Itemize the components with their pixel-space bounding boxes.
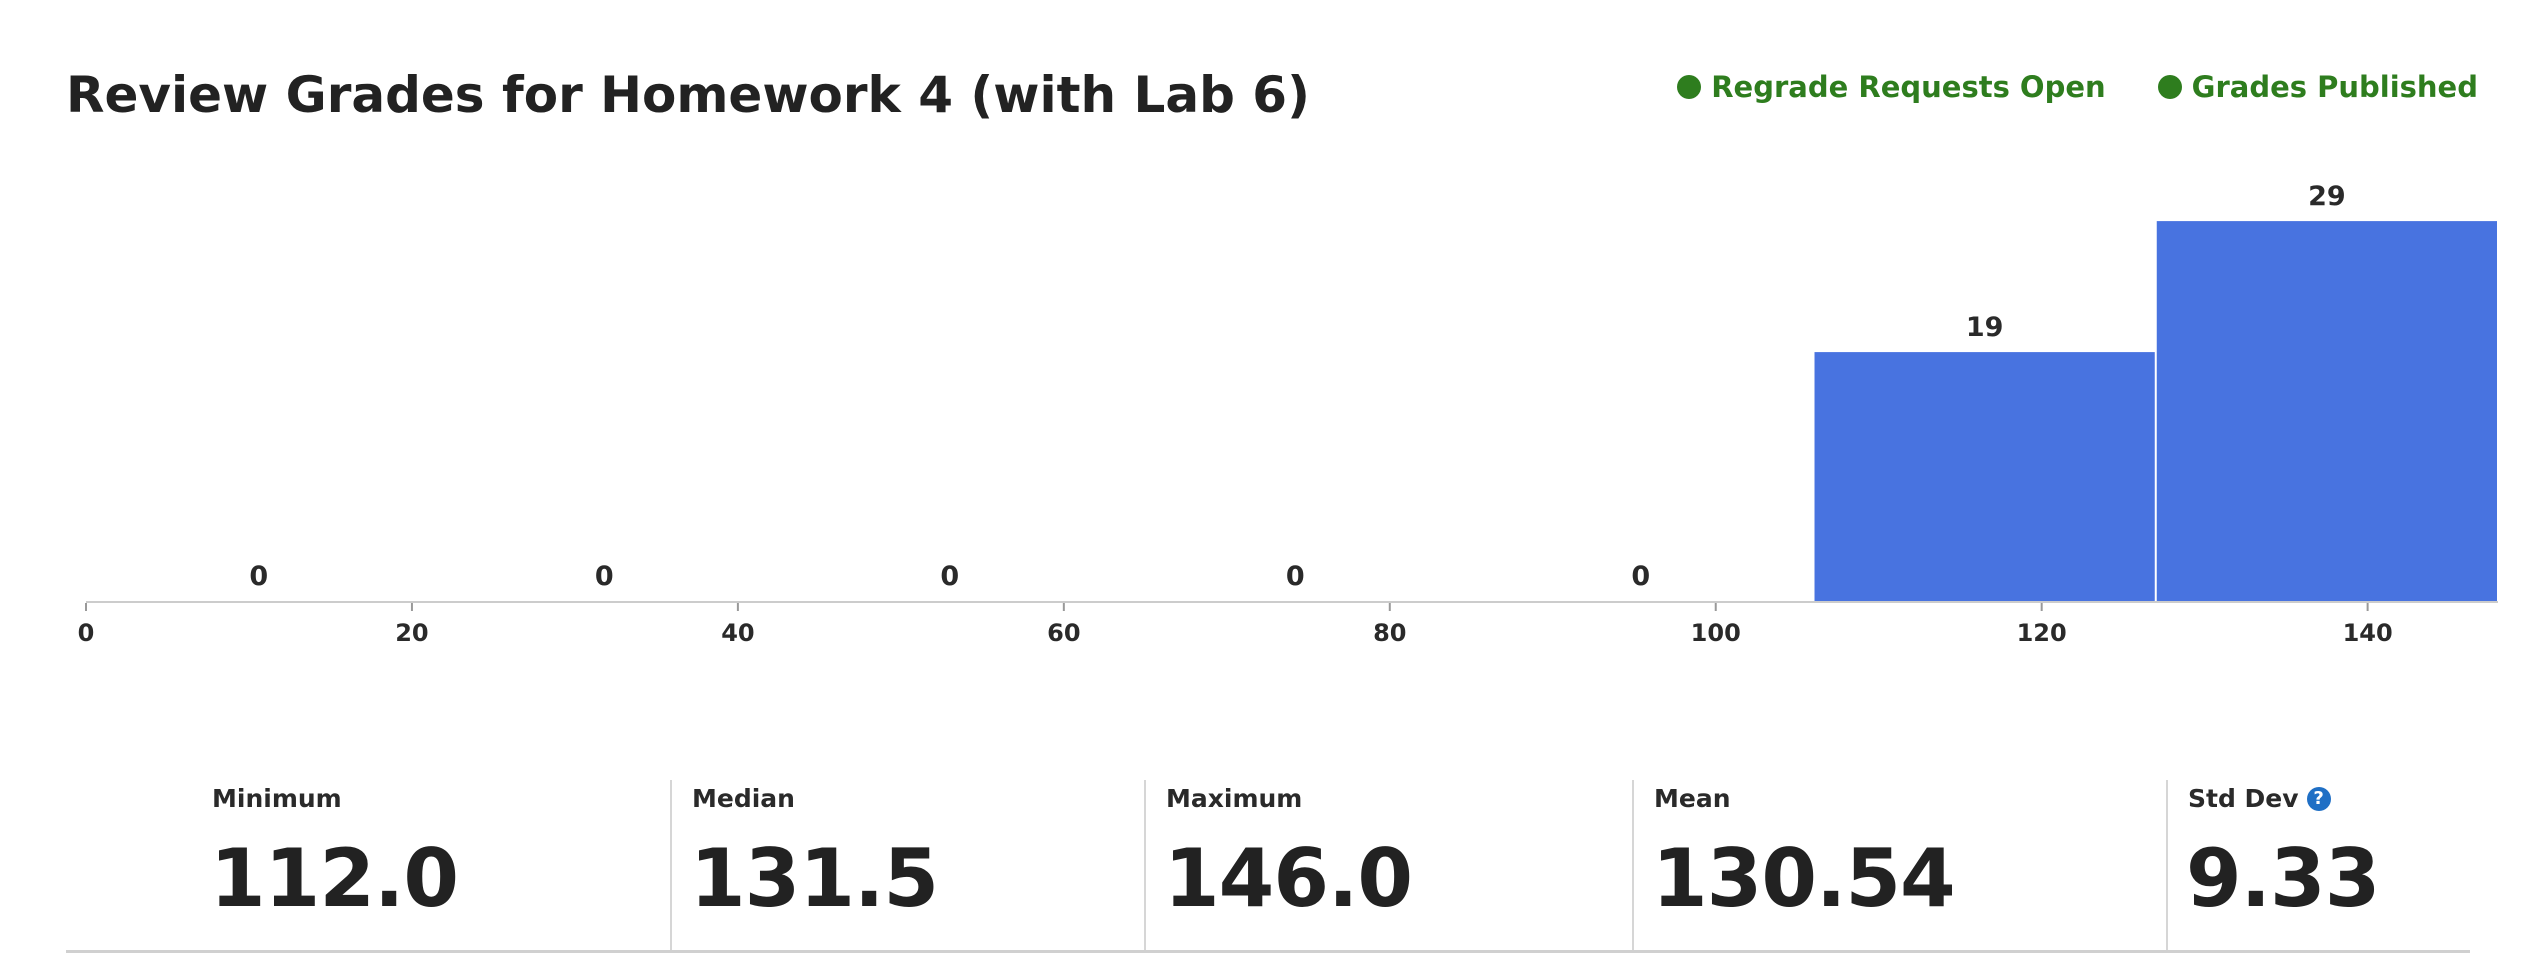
stat-std-dev: Std Dev ? 9.33 xyxy=(2166,780,2470,950)
stat-value: 146.0 xyxy=(1164,832,1413,925)
stat-mean: Mean 130.54 xyxy=(1632,780,2166,950)
x-tick-label: 0 xyxy=(78,619,95,647)
status-dot-icon xyxy=(2157,75,2182,99)
page-title: Review Grades for Homework 4 (with Lab 6… xyxy=(66,66,1310,124)
status-badge-regrade-requests: Regrade Requests Open xyxy=(1677,70,2106,104)
bar-count-label: 0 xyxy=(940,561,959,592)
status-group: Regrade Requests Open Grades Published xyxy=(1677,70,2478,104)
stat-label-text: Median xyxy=(692,784,795,813)
x-tick-label: 100 xyxy=(1691,619,1741,647)
stat-value: 9.33 xyxy=(2186,832,2380,925)
stat-value: 112.0 xyxy=(210,832,459,925)
bar-count-label: 0 xyxy=(249,561,268,592)
stat-median: Median 131.5 xyxy=(670,780,1144,950)
stat-value: 130.54 xyxy=(1652,832,1956,925)
x-tick-label: 40 xyxy=(721,619,754,647)
bar-count-label: 0 xyxy=(595,561,614,592)
status-dot-icon xyxy=(1677,75,1702,99)
stat-label-text: Minimum xyxy=(212,784,342,813)
stat-label: Mean xyxy=(1654,784,1731,813)
stat-maximum: Maximum 146.0 xyxy=(1144,780,1632,950)
bar-count-label: 19 xyxy=(1966,312,2004,343)
x-tick-label: 80 xyxy=(1373,619,1406,647)
x-tick-label: 140 xyxy=(2343,619,2393,647)
stat-label-text: Maximum xyxy=(1166,784,1303,813)
bar-count-label: 0 xyxy=(1286,561,1305,592)
status-label: Regrade Requests Open xyxy=(1711,70,2106,104)
stat-label: Std Dev ? xyxy=(2188,784,2331,813)
stat-label-text: Std Dev xyxy=(2188,784,2299,813)
grade-histogram-chart: 0 0 0 0 0 19 29 0 20 40 60 80 100 120 140 xyxy=(78,181,2498,647)
question-circle-icon[interactable]: ? xyxy=(2306,786,2331,811)
x-tick-label: 60 xyxy=(1047,619,1080,647)
bar-count-label: 0 xyxy=(1631,561,1650,592)
status-label: Grades Published xyxy=(2191,70,2478,104)
stat-minimum: Minimum 112.0 xyxy=(66,780,670,950)
stat-value: 131.5 xyxy=(690,832,939,925)
x-tick-label: 120 xyxy=(2017,619,2067,647)
x-tick-label: 20 xyxy=(395,619,428,647)
stat-label: Median xyxy=(692,784,795,813)
status-badge-grades-published: Grades Published xyxy=(2157,70,2478,104)
stat-label-text: Mean xyxy=(1654,784,1731,813)
bar-count-label: 29 xyxy=(2308,181,2346,212)
summary-stats: Minimum 112.0 Median 131.5 Maximum 146.0… xyxy=(66,780,2470,953)
stat-label: Minimum xyxy=(212,784,342,813)
histogram-bar[interactable] xyxy=(2156,221,2497,601)
stat-label: Maximum xyxy=(1166,784,1302,813)
histogram-bar[interactable] xyxy=(1814,352,2155,601)
